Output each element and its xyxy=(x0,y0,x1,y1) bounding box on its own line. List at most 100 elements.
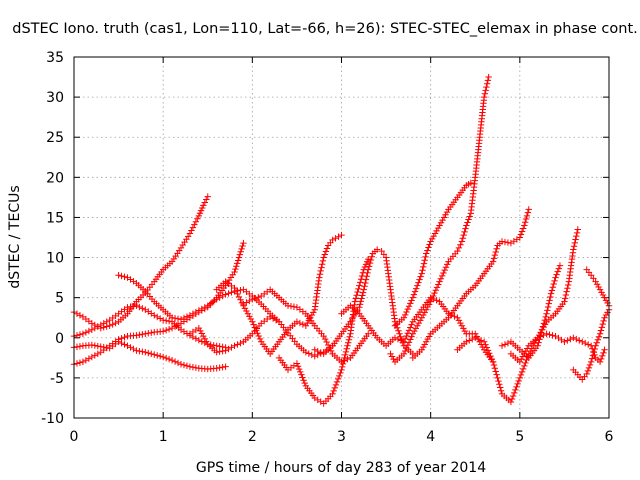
data-point xyxy=(228,289,235,296)
data-point xyxy=(162,354,170,362)
data-point xyxy=(216,364,223,371)
data-point xyxy=(162,327,170,334)
data-point xyxy=(501,341,509,348)
data-point xyxy=(390,355,397,363)
data-point xyxy=(210,342,217,349)
data-point xyxy=(493,245,500,252)
data-point xyxy=(254,329,261,337)
data-point xyxy=(512,386,519,394)
data-point xyxy=(601,346,608,354)
data-point xyxy=(322,248,330,255)
data-point xyxy=(194,215,201,222)
data-point xyxy=(407,336,414,343)
data-point xyxy=(338,366,345,374)
data-point xyxy=(467,179,474,187)
data-point xyxy=(491,365,499,372)
y-tick-label: 5 xyxy=(55,291,64,307)
data-point xyxy=(311,353,318,360)
data-point xyxy=(323,338,330,346)
data-point xyxy=(232,287,240,295)
data-point xyxy=(425,301,433,308)
data-point xyxy=(287,303,295,310)
data-point xyxy=(168,314,176,321)
data-point xyxy=(550,280,557,288)
data-point xyxy=(121,334,128,341)
data-point xyxy=(233,260,241,267)
data-point xyxy=(94,323,101,330)
data-point xyxy=(337,369,344,377)
series-arc-7 xyxy=(213,231,345,358)
data-point xyxy=(492,248,499,256)
data-point xyxy=(546,297,553,304)
data-point xyxy=(543,330,550,337)
data-point xyxy=(255,332,262,340)
data-point xyxy=(401,347,409,355)
data-point xyxy=(561,298,568,305)
data-point xyxy=(272,316,280,324)
data-point xyxy=(145,330,152,337)
data-point xyxy=(423,250,430,257)
data-point xyxy=(302,349,310,356)
data-point xyxy=(405,327,413,334)
data-point xyxy=(308,351,315,359)
x-tick-label: 6 xyxy=(605,429,614,445)
data-point xyxy=(451,313,458,320)
data-point xyxy=(142,349,149,356)
data-point xyxy=(97,321,104,329)
data-point xyxy=(296,319,304,327)
data-point xyxy=(139,348,146,355)
data-point xyxy=(174,321,182,329)
data-point xyxy=(519,365,527,373)
data-point xyxy=(88,326,96,333)
data-point xyxy=(183,362,191,370)
data-point xyxy=(574,226,581,233)
data-point xyxy=(551,277,558,285)
data-point xyxy=(552,274,559,281)
data-point xyxy=(561,338,568,345)
data-point xyxy=(441,266,448,274)
data-point xyxy=(556,262,564,269)
y-tick-labels: -10 -5 0 5 10 15 20 25 30 35 xyxy=(41,50,64,427)
data-point xyxy=(82,357,90,364)
data-point xyxy=(314,347,321,355)
data-point xyxy=(133,347,140,354)
series-arc-8 xyxy=(240,286,372,366)
data-point xyxy=(428,235,436,243)
data-point xyxy=(513,383,520,391)
data-point xyxy=(133,302,140,309)
series-arc-15 xyxy=(454,226,581,406)
data-point xyxy=(592,342,599,349)
data-point xyxy=(317,267,324,275)
data-point xyxy=(436,278,443,285)
data-point xyxy=(494,374,501,382)
data-point xyxy=(403,308,410,316)
data-point xyxy=(139,305,146,312)
data-point xyxy=(433,284,441,291)
data-point xyxy=(358,295,365,302)
data-point xyxy=(79,330,87,337)
data-point xyxy=(549,332,556,339)
data-point xyxy=(115,272,122,279)
data-point xyxy=(240,300,247,308)
data-point xyxy=(457,319,464,327)
data-point xyxy=(365,255,372,263)
data-point xyxy=(235,254,243,261)
data-point xyxy=(73,343,81,351)
data-point xyxy=(403,332,410,340)
data-point xyxy=(344,342,351,349)
data-point xyxy=(373,246,381,253)
data-point xyxy=(488,355,496,363)
data-point xyxy=(297,368,304,376)
data-point xyxy=(301,379,308,387)
data-point xyxy=(400,314,408,321)
data-point xyxy=(189,363,197,371)
data-point xyxy=(433,297,440,304)
data-point xyxy=(539,323,547,330)
data-point xyxy=(420,343,427,351)
data-point xyxy=(572,236,579,243)
data-point xyxy=(329,390,336,398)
data-point xyxy=(174,359,182,367)
data-point xyxy=(250,321,257,328)
data-point xyxy=(232,265,239,273)
data-point xyxy=(466,213,473,220)
